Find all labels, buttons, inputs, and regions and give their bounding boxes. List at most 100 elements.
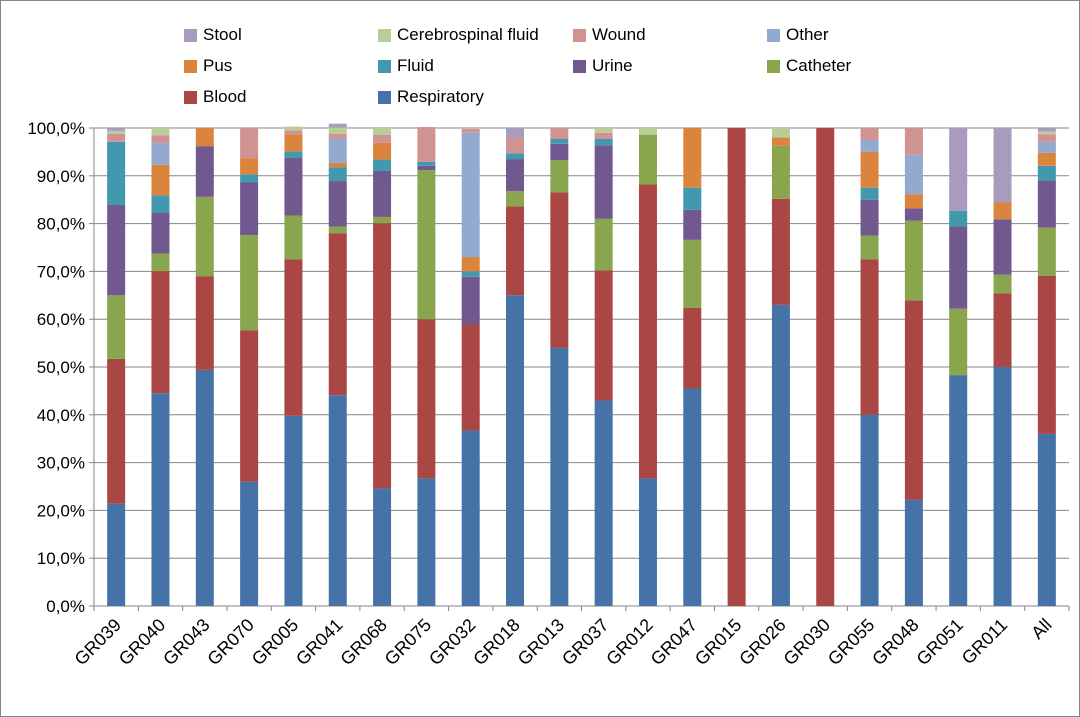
category-label: GR026 (735, 615, 789, 669)
y-tick-label: 20,0% (37, 501, 85, 520)
bar-segment-catheter (904, 220, 923, 301)
bar-segment-wound (151, 135, 170, 143)
category-label: GR015 (691, 615, 745, 669)
bar-segment-fluid (506, 153, 525, 160)
bar-segment-catheter (107, 295, 126, 359)
bar-segment-blood (506, 206, 525, 296)
bar-segment-stool (949, 128, 968, 211)
bar-segment-stool (107, 128, 126, 131)
bar-segment-blood (284, 259, 303, 416)
bar-segment-wound (506, 137, 525, 154)
bar-segment-catheter (860, 235, 879, 260)
bar-segment-catheter (638, 134, 657, 185)
bar-segment-stool (993, 128, 1012, 203)
bar-segment-respiratory (284, 415, 303, 606)
bar-segment-respiratory (195, 369, 214, 606)
bar-segment-respiratory (638, 478, 657, 606)
legend-label: Stool (203, 25, 242, 44)
bar-segment-fluid (860, 187, 879, 200)
bar-segment-urine (993, 219, 1012, 275)
legend-label: Urine (592, 56, 633, 75)
bar-segment-respiratory (328, 395, 347, 606)
category-label: GR043 (159, 615, 213, 669)
bar-segment-pus (771, 137, 790, 146)
category-label: GR013 (514, 615, 568, 669)
bar-segment-catheter (771, 145, 790, 199)
bar-segment-blood (151, 270, 170, 394)
bar-segment-pus (284, 134, 303, 152)
bar-segment-blood (727, 128, 746, 606)
y-tick-label: 90,0% (37, 167, 85, 186)
bar-segment-blood (993, 293, 1012, 367)
bar-segment-wound (417, 127, 436, 162)
bar-segment-pus (860, 151, 879, 188)
bar-segment-cerebrospinal-fluid (594, 128, 613, 133)
bar-segment-blood (683, 307, 702, 389)
legend-item-wound: Wound (573, 24, 646, 46)
bar-segment-wound (284, 130, 303, 135)
bar-segment-respiratory (417, 478, 436, 606)
bar-segment-blood (373, 223, 392, 489)
category-label: GR032 (425, 615, 479, 669)
bar-segment-stool (328, 123, 347, 128)
bar-segment-wound (373, 134, 392, 143)
bar-segment-pus (240, 158, 259, 175)
bar-segment-wound (1037, 134, 1056, 142)
bar-segment-blood (860, 259, 879, 415)
bar-segment-blood (1037, 275, 1056, 434)
bar-segment-fluid (107, 141, 126, 205)
legend-item-cerebrospinal-fluid: Cerebrospinal fluid (378, 24, 539, 46)
legend-item-stool: Stool (184, 24, 242, 46)
category-label: GR048 (868, 615, 922, 669)
bar-segment-blood (107, 358, 126, 504)
category-label: GR012 (602, 615, 656, 669)
bar-segment-blood (594, 270, 613, 401)
bar-segment-pus (151, 164, 170, 196)
bar-segment-respiratory (771, 304, 790, 606)
y-tick-label: 70,0% (37, 262, 85, 281)
legend-swatch (378, 28, 391, 42)
category-label: GR018 (469, 615, 523, 669)
legend-swatch (573, 28, 586, 42)
category-label: All (1027, 615, 1055, 643)
bar-segment-wound (860, 128, 879, 140)
bar-segment-wound (107, 133, 126, 142)
bar-segment-urine (860, 199, 879, 236)
bar-segment-catheter (284, 215, 303, 260)
bar-segment-wound (240, 128, 259, 159)
category-label: GR011 (958, 615, 1012, 669)
bar-segment-cerebrospinal-fluid (151, 128, 170, 136)
bar-segment-cerebrospinal-fluid (1037, 131, 1056, 135)
y-tick-label: 50,0% (37, 358, 85, 377)
bar-segment-catheter (151, 253, 170, 271)
bar-segment-fluid (328, 167, 347, 182)
bar-segment-cerebrospinal-fluid (373, 128, 392, 135)
bar-segment-urine (195, 146, 214, 197)
bar-segment-stool (1037, 128, 1056, 132)
legend-label: Other (786, 25, 829, 44)
bar-segment-fluid (284, 151, 303, 158)
bar-segment-urine (240, 182, 259, 236)
legend-item-urine: Urine (573, 55, 633, 77)
category-label: GR075 (381, 615, 435, 669)
bar-segment-blood (328, 233, 347, 396)
bar-segment-pus (993, 202, 1012, 220)
bar-segment-urine (949, 226, 968, 309)
bar-segment-wound (461, 128, 480, 133)
y-tick-label: 60,0% (37, 310, 85, 329)
legend-label: Catheter (786, 56, 852, 75)
category-label: GR055 (824, 615, 878, 669)
legend-swatch (184, 28, 197, 42)
bar-segment-cerebrospinal-fluid (771, 128, 790, 138)
legend-swatch (767, 28, 780, 42)
bar-segment-catheter (550, 160, 569, 193)
bar-segment-respiratory (993, 367, 1012, 606)
category-label: GR070 (203, 615, 257, 669)
legend-label: Wound (592, 25, 646, 44)
bar-segment-cerebrospinal-fluid (107, 130, 126, 134)
bar-segment-pus (195, 128, 214, 147)
legend-item-other: Other (767, 24, 829, 46)
bar-segment-respiratory (240, 481, 259, 606)
bar-segment-fluid (240, 174, 259, 183)
